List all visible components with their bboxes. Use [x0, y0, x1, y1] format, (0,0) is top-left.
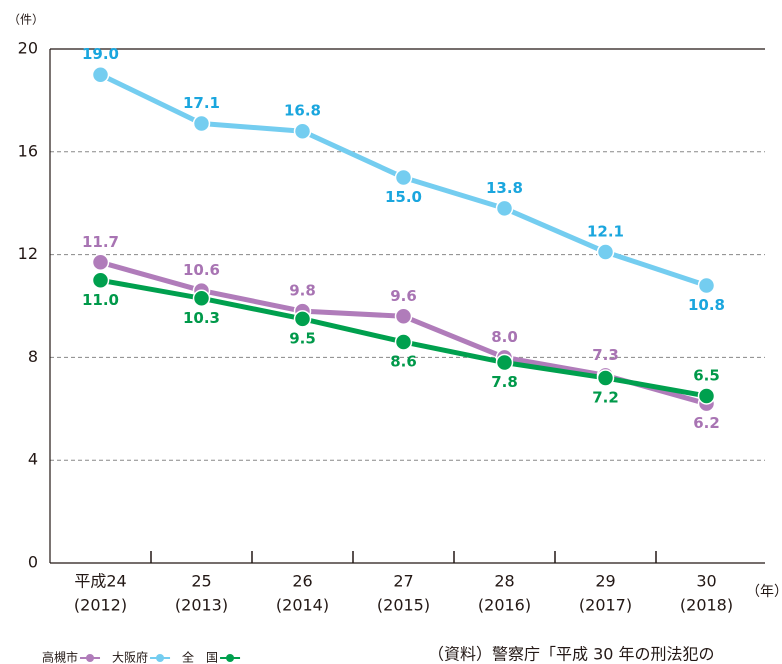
- data-label: 11.0: [82, 291, 119, 309]
- x-tick-label: 28: [494, 572, 514, 591]
- y-tick-label: 0: [28, 553, 38, 572]
- data-label: 13.8: [486, 179, 523, 197]
- point: [91, 65, 110, 84]
- series-line: [99, 259, 708, 407]
- point: [394, 333, 413, 351]
- x-tick-label: 26: [292, 572, 312, 591]
- point: [91, 271, 110, 290]
- data-label: 8.0: [491, 328, 518, 346]
- point: [596, 243, 615, 261]
- source: （資料）警察庁「平成 30 年の刑法犯の: [428, 645, 715, 664]
- data-label: 10.8: [688, 296, 725, 314]
- data-label: 17.1: [183, 94, 220, 112]
- x-tick-label: 30: [696, 572, 716, 591]
- data-label: 7.8: [491, 373, 518, 391]
- legend-label: 全 国: [182, 650, 218, 664]
- point: [91, 253, 110, 272]
- point: [697, 387, 716, 405]
- x-tick-sublabel: (2012): [74, 596, 127, 615]
- point: [192, 114, 211, 133]
- legend-marker: [226, 654, 235, 662]
- x-tick-label: 27: [393, 572, 413, 591]
- point: [192, 289, 211, 308]
- data-label: 9.6: [390, 287, 417, 305]
- y-tick-label: 20: [18, 39, 38, 58]
- legend-marker: [86, 654, 95, 662]
- x-tick-sublabel: (2018): [680, 596, 733, 615]
- point: [596, 369, 615, 387]
- data-label: 9.8: [289, 282, 316, 300]
- x-tick-label: 平成24: [74, 572, 126, 591]
- point: [394, 168, 413, 187]
- data-label: 16.8: [284, 102, 321, 120]
- data-label: 10.3: [183, 309, 220, 327]
- data-label: 7.3: [592, 346, 619, 364]
- point: [293, 310, 312, 328]
- data-label: 6.5: [693, 366, 720, 384]
- data-label: 10.6: [183, 261, 220, 279]
- data-label: 12.1: [587, 223, 624, 241]
- data-label: 15.0: [385, 188, 422, 206]
- x-tick-sublabel: (2017): [579, 596, 632, 615]
- x-tick-sublabel: (2013): [175, 596, 228, 615]
- legend-label: 大阪府: [112, 650, 148, 664]
- data-label: 19.0: [82, 45, 119, 63]
- point: [495, 353, 514, 372]
- x-tick-sublabel: (2014): [276, 596, 329, 615]
- legend-marker: [156, 654, 165, 662]
- point: [293, 122, 312, 140]
- y-tick-label: 4: [28, 450, 38, 469]
- data-label: 8.6: [390, 352, 417, 370]
- point: [394, 307, 413, 326]
- x-tick-label: 25: [191, 572, 211, 591]
- data-label: 7.2: [592, 388, 619, 406]
- point: [495, 199, 514, 218]
- x-tick-sublabel: (2016): [478, 596, 531, 615]
- x-tick-label: 29: [595, 572, 615, 591]
- y-tick-label: 12: [18, 244, 38, 263]
- x-unit: （年）: [746, 584, 782, 600]
- data-label: 9.5: [289, 329, 316, 347]
- x-tick-sublabel: (2015): [377, 596, 430, 615]
- legend-label: 高槻市: [42, 650, 78, 664]
- data-label: 11.7: [82, 233, 119, 251]
- y-tick-label: 8: [28, 347, 38, 366]
- point: [697, 276, 716, 295]
- y-unit: （件）: [8, 13, 44, 27]
- data-label: 6.2: [693, 414, 720, 432]
- y-tick-label: 16: [18, 141, 38, 160]
